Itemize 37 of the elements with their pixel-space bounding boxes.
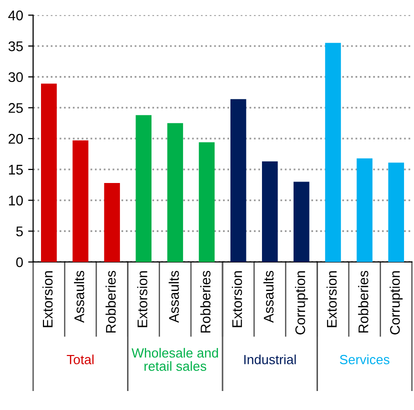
bar [325, 42, 341, 262]
bar [230, 99, 246, 262]
bar [262, 161, 278, 262]
x-tick-label: Extorsion [137, 271, 148, 328]
bar [198, 142, 215, 262]
x-tick-label: Robberies [358, 270, 368, 332]
y-tick-label: 40 [8, 10, 23, 20]
x-tick-label: Corruption [294, 271, 308, 334]
bar [167, 123, 184, 262]
text: Wholesale and retail sales [132, 348, 218, 371]
x-tick-label: Robberies [106, 270, 116, 332]
y-tick-label: 20 [8, 134, 23, 144]
bar [136, 115, 152, 262]
x-tick-label: Corruption [390, 271, 403, 334]
y-tick-label: 15 [9, 164, 23, 175]
x-tick-label: Assaults [263, 270, 274, 323]
bar [356, 158, 372, 262]
y-tick-label: 35 [8, 41, 23, 52]
y-tick-label: 0 [16, 257, 23, 268]
bar [41, 84, 57, 262]
bar [388, 162, 404, 262]
bar [104, 183, 120, 262]
y-tick-label: 30 [8, 72, 23, 82]
y-tick-label: 25 [8, 103, 23, 113]
text: Industrial [244, 354, 296, 364]
text: Total [66, 354, 94, 364]
x-tick-label: Assaults [168, 270, 179, 323]
bar [294, 182, 310, 262]
x-tick-label: Extorsion [42, 271, 53, 328]
x-tick-label: Extorsion [232, 271, 242, 328]
y-tick-label: 10 [9, 196, 23, 206]
x-tick-label: Extorsion [326, 271, 337, 328]
bar [72, 140, 88, 262]
text: Services [340, 354, 390, 364]
x-tick-label: Robberies [200, 270, 210, 332]
x-tick-label: Assaults [74, 270, 84, 323]
y-tick-label: 5 [16, 226, 23, 236]
